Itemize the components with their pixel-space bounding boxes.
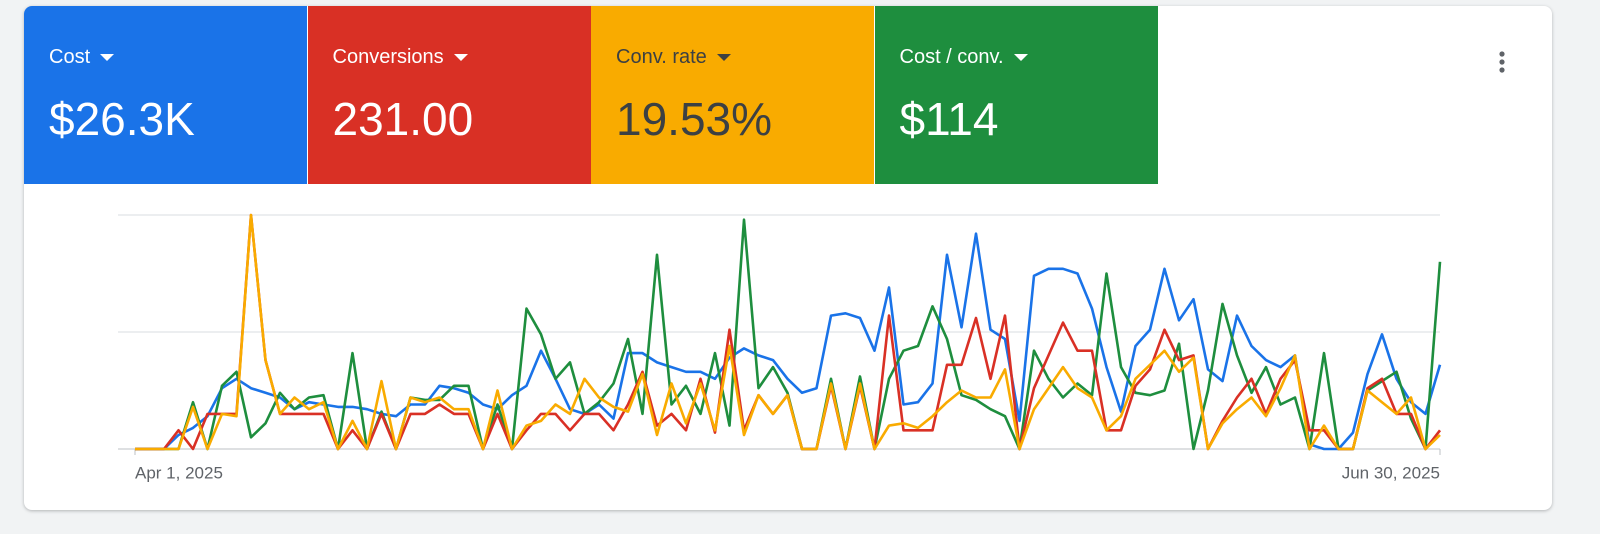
arrow-shape xyxy=(100,53,115,61)
metric-tile[interactable]: Conversions 231.00 xyxy=(307,6,591,184)
x-tick-label: Apr 1, 2025 xyxy=(135,463,223,482)
arrow-shape xyxy=(1013,53,1028,61)
metric-name: Conv. rate xyxy=(616,46,707,68)
arrow-shape xyxy=(716,53,731,61)
arrow-shape xyxy=(453,53,468,61)
chart: Apr 1, 2025 Jun 30, 2025 xyxy=(118,213,1442,482)
metric-value: 19.53% xyxy=(616,93,773,145)
metric-label: Cost / conv. xyxy=(900,46,1028,69)
metric-label: Conv. rate xyxy=(616,46,731,69)
series-line xyxy=(135,232,1442,451)
series-line xyxy=(135,213,1441,451)
metric-value: $114 xyxy=(899,93,999,145)
dropdown-arrow[interactable] xyxy=(100,53,115,62)
metric-label: Conversions xyxy=(333,46,468,69)
dropdown-arrow[interactable] xyxy=(1013,53,1028,62)
metric-tile[interactable]: Conv. rate 19.53% xyxy=(591,6,874,184)
metric-value: $26.3K xyxy=(49,93,195,145)
dropdown-arrow[interactable] xyxy=(716,53,731,62)
performance-card: Apr 1, 2025 Jun 30, 2025 Cost $26.3K Conver… xyxy=(24,6,1552,510)
more-menu[interactable] xyxy=(1494,50,1510,80)
metric-name: Cost xyxy=(49,46,91,68)
metric-tile[interactable]: Cost / conv. $114 xyxy=(874,6,1158,184)
x-tick-label: Jun 30, 2025 xyxy=(1342,463,1440,482)
metric-name: Cost / conv. xyxy=(899,46,1004,68)
metric-value: 231.00 xyxy=(332,93,474,145)
metric-label: Cost xyxy=(49,46,115,69)
metric-name: Conversions xyxy=(332,46,444,68)
dropdown-arrow[interactable] xyxy=(453,53,468,62)
series-line xyxy=(135,218,1442,451)
metric-tile[interactable]: Cost $26.3K xyxy=(24,6,307,184)
